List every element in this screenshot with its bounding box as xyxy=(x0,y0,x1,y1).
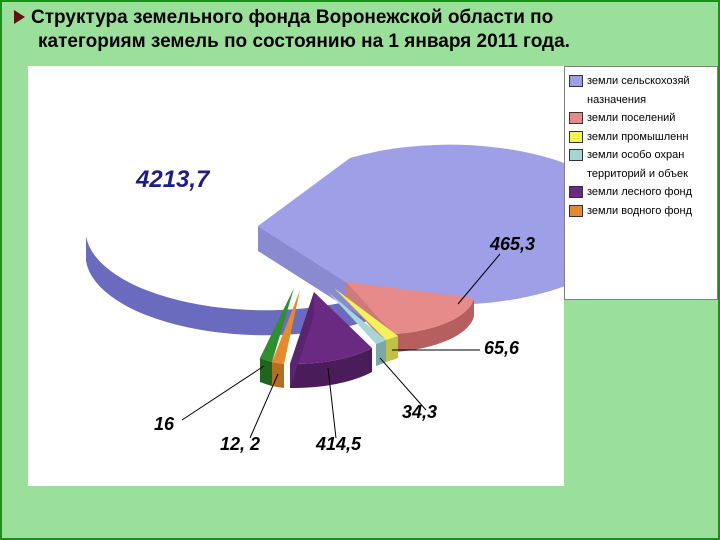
title-text-1: Структура земельного фонда Воронежской о… xyxy=(31,7,553,28)
legend-label-settle: земли поселений xyxy=(587,110,675,127)
legend-item-agri: земли сельскохозяй xyxy=(569,73,713,90)
legend-sub-protected: территорий и объек xyxy=(569,166,713,183)
legend: земли сельскохозяй назначения земли посе… xyxy=(564,66,718,300)
title-line-1: Структура земельного фонда Воронежской о… xyxy=(14,6,706,30)
legend-label-forest: земли лесного фонд xyxy=(587,184,692,201)
leader-reserve xyxy=(182,366,264,420)
slice-industry-wall xyxy=(386,336,398,362)
label-reserve: 16 xyxy=(154,414,174,435)
slice-reserve-wall xyxy=(260,358,272,386)
title-text-2: категориям земель по состоянию на 1 янва… xyxy=(38,31,570,52)
slice-protected-wall xyxy=(376,340,386,366)
title-block: Структура земельного фонда Воронежской о… xyxy=(2,2,718,54)
legend-item-protected: земли особо охран xyxy=(569,147,713,164)
swatch-agri xyxy=(569,75,583,87)
swatch-forest xyxy=(569,186,583,198)
title-line-2: категориям земель по состоянию на 1 янва… xyxy=(14,30,706,54)
label-industry: 65,6 xyxy=(484,338,519,359)
legend-item-settle: земли поселений xyxy=(569,110,713,127)
pie-chart-svg xyxy=(28,66,564,486)
label-settle: 465,3 xyxy=(490,234,535,255)
legend-label-water: земли водного фонд xyxy=(587,203,692,220)
legend-item-water: земли водного фонд xyxy=(569,203,713,220)
pie-chart-panel: 4213,7 465,3 65,6 34,3 414,5 12, 2 16 xyxy=(28,66,564,486)
legend-label-protected: земли особо охран xyxy=(587,147,684,164)
swatch-water xyxy=(569,205,583,217)
slice-agri-top xyxy=(258,145,564,305)
slide-root: Структура земельного фонда Воронежской о… xyxy=(0,0,720,540)
label-forest: 414,5 xyxy=(316,434,361,455)
legend-item-forest: земли лесного фонд xyxy=(569,184,713,201)
label-protected: 34,3 xyxy=(402,402,437,423)
legend-item-industry: земли промышленн xyxy=(569,129,713,146)
swatch-protected xyxy=(569,149,583,161)
legend-sub-agri: назначения xyxy=(569,92,713,109)
legend-label-agri: земли сельскохозяй xyxy=(587,73,690,90)
label-water: 12, 2 xyxy=(220,434,260,455)
bullet-icon xyxy=(14,10,25,24)
legend-label-industry: земли промышленн xyxy=(587,129,688,146)
leader-water xyxy=(250,374,278,438)
label-agri: 4213,7 xyxy=(136,166,209,194)
swatch-settle xyxy=(569,112,583,124)
swatch-industry xyxy=(569,131,583,143)
